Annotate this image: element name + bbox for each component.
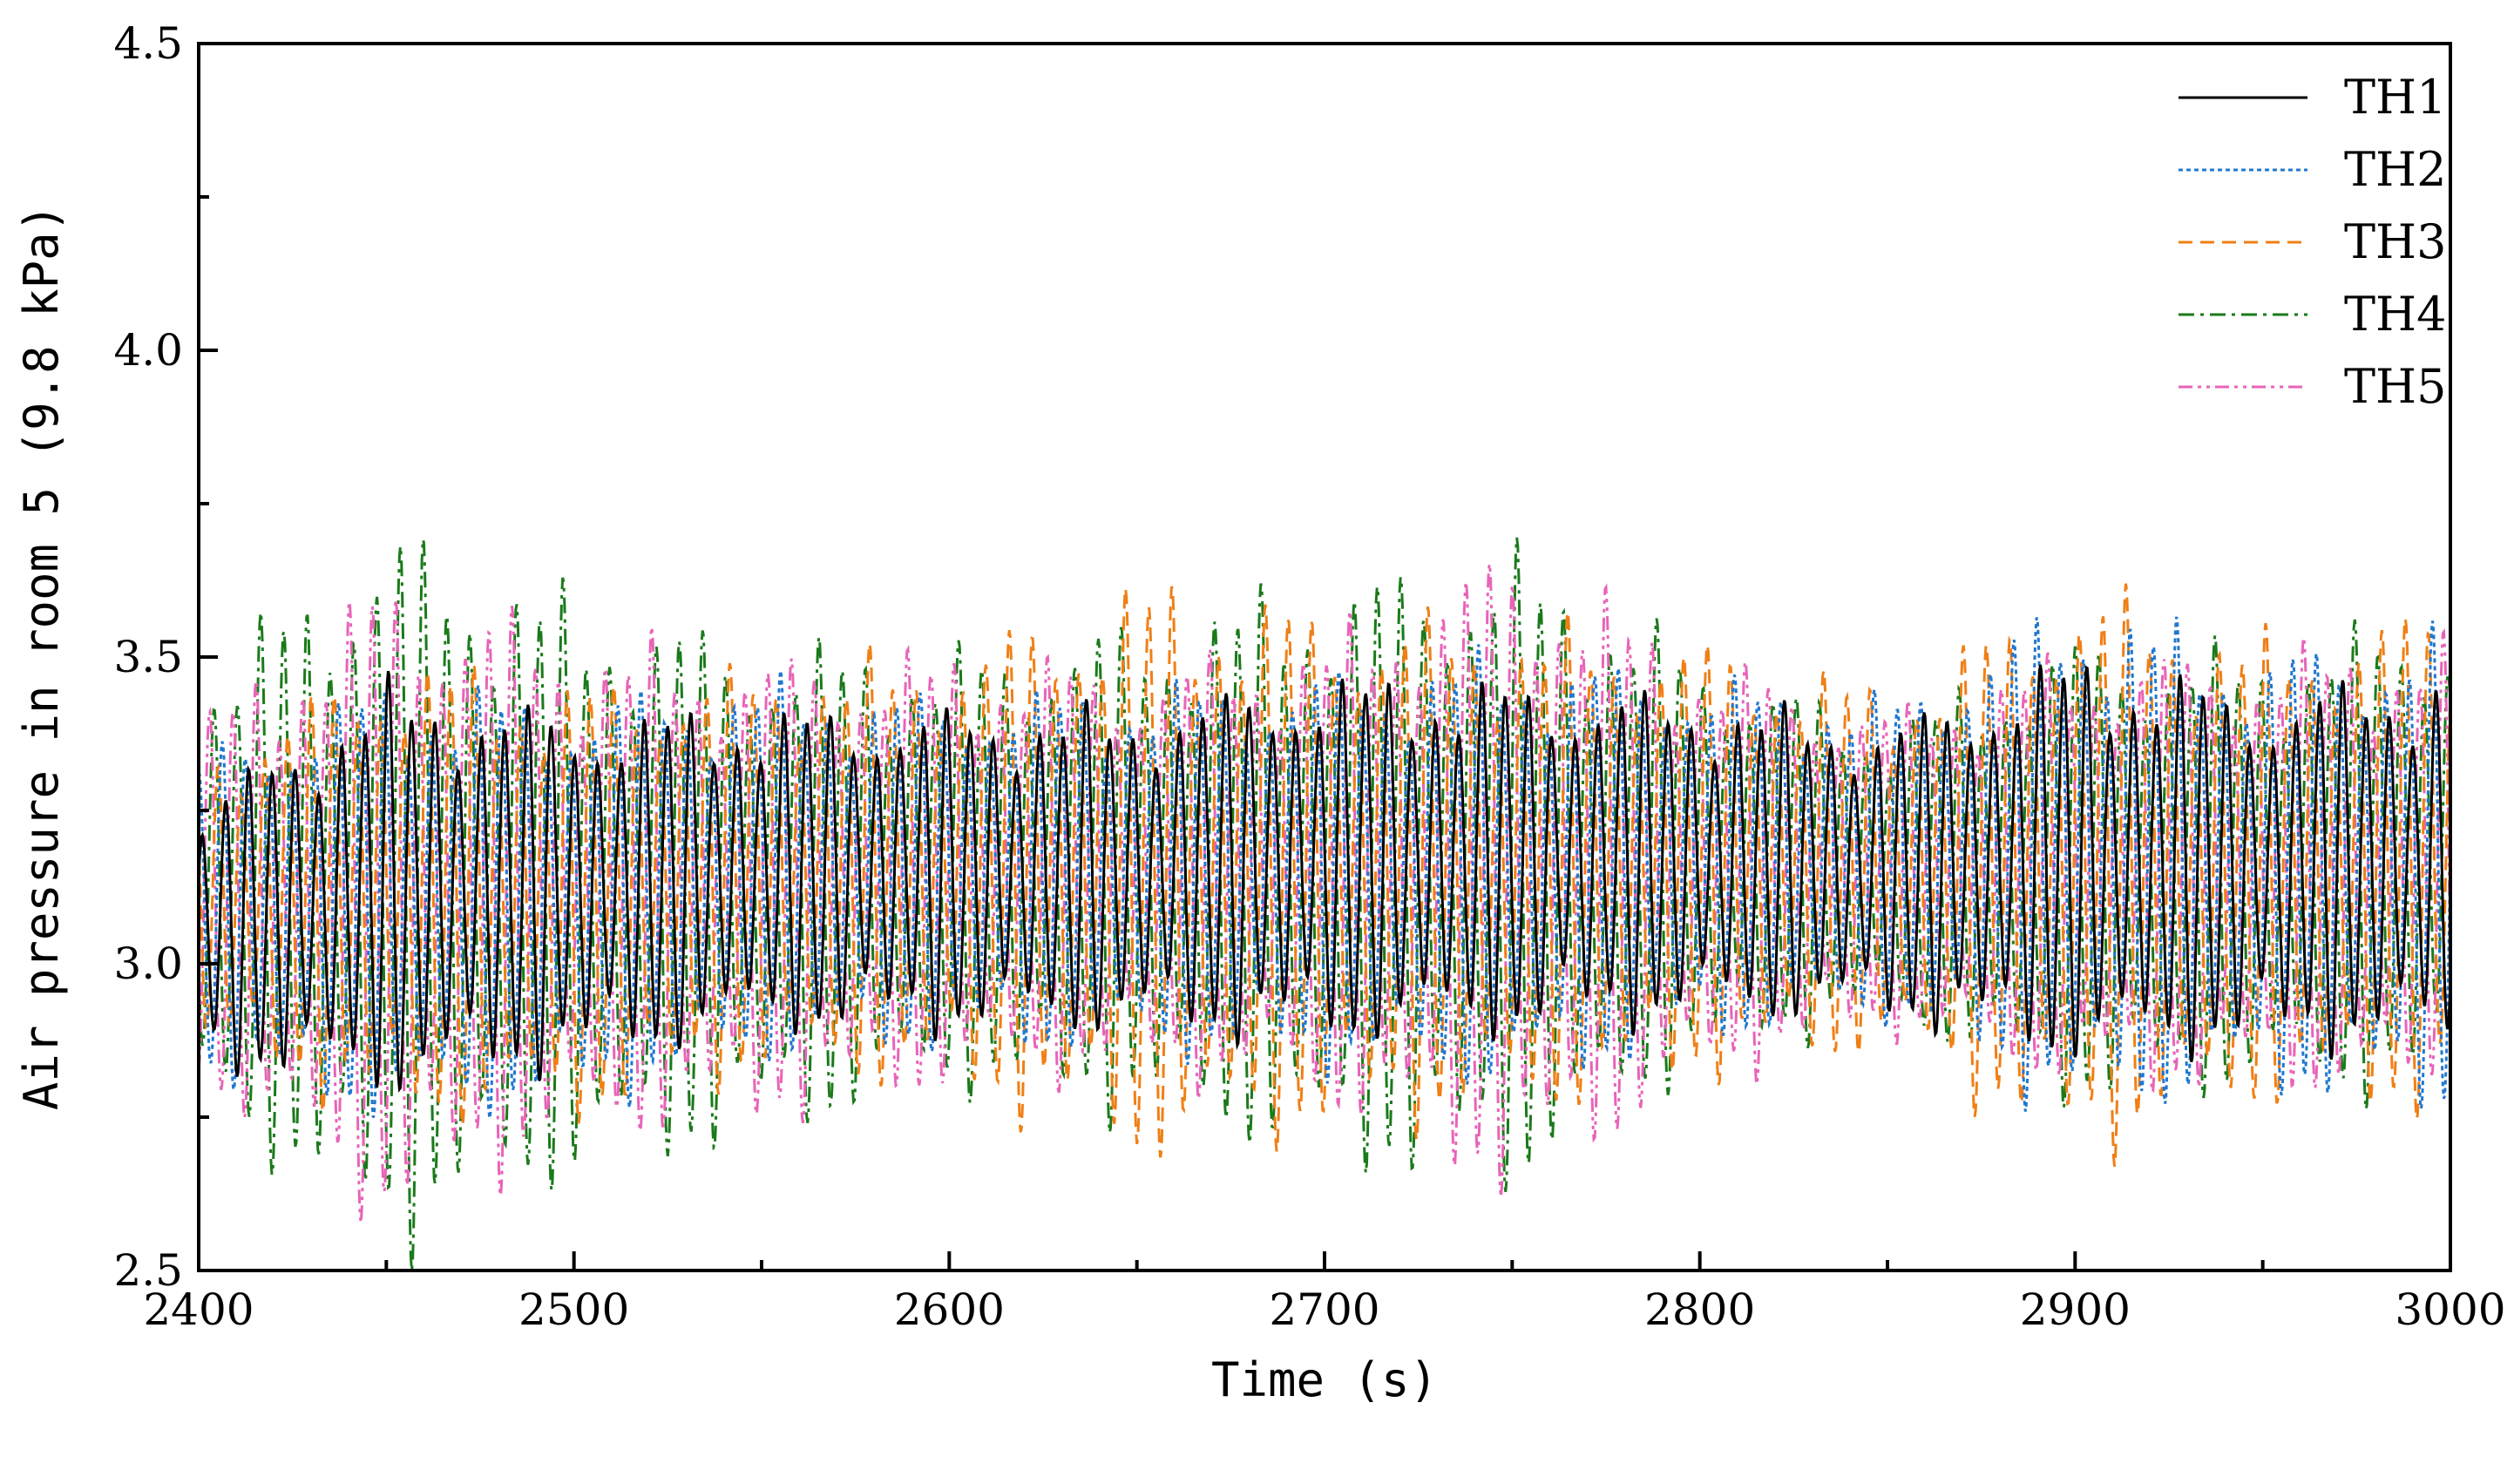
series-line-th2 [199, 616, 2450, 1119]
series-layer [199, 537, 2450, 1271]
series-line-th3 [199, 583, 2450, 1167]
x-axis: 2400 2500 2600 2700 2800 2900 3000 [143, 1251, 2506, 1335]
legend-label-th4: TH4 [2344, 287, 2446, 342]
legend: TH1 TH2 TH3 TH4 TH5 [2179, 70, 2446, 414]
y-axis-title: Air pressure in room 5 (9.8 kPa) [14, 204, 69, 1110]
series-line-th1 [199, 664, 2450, 1093]
x-tick-label: 2700 [1269, 1284, 1379, 1335]
y-tick-label: 3.5 [113, 632, 183, 682]
legend-label-th2: TH2 [2344, 142, 2446, 197]
legend-label-th1: TH1 [2344, 70, 2446, 125]
x-tick-label: 2500 [518, 1284, 629, 1335]
y-tick-label: 4.0 [113, 325, 183, 376]
series-line-th4 [199, 537, 2450, 1271]
y-tick-label: 3.0 [113, 939, 183, 989]
x-tick-label: 2600 [894, 1284, 1005, 1335]
x-tick-label: 2400 [143, 1284, 254, 1335]
x-axis-title: Time (s) [1211, 1352, 1438, 1407]
legend-label-th5: TH5 [2344, 359, 2446, 414]
y-tick-label: 4.5 [113, 18, 183, 69]
x-tick-label: 2900 [2020, 1284, 2131, 1335]
legend-label-th3: TH3 [2344, 214, 2446, 269]
y-axis: 2.5 3.0 3.5 4.0 4.5 [113, 18, 218, 1296]
y-tick-label: 2.5 [113, 1245, 183, 1296]
x-tick-label: 2800 [1644, 1284, 1755, 1335]
x-tick-label: 3000 [2395, 1284, 2505, 1335]
